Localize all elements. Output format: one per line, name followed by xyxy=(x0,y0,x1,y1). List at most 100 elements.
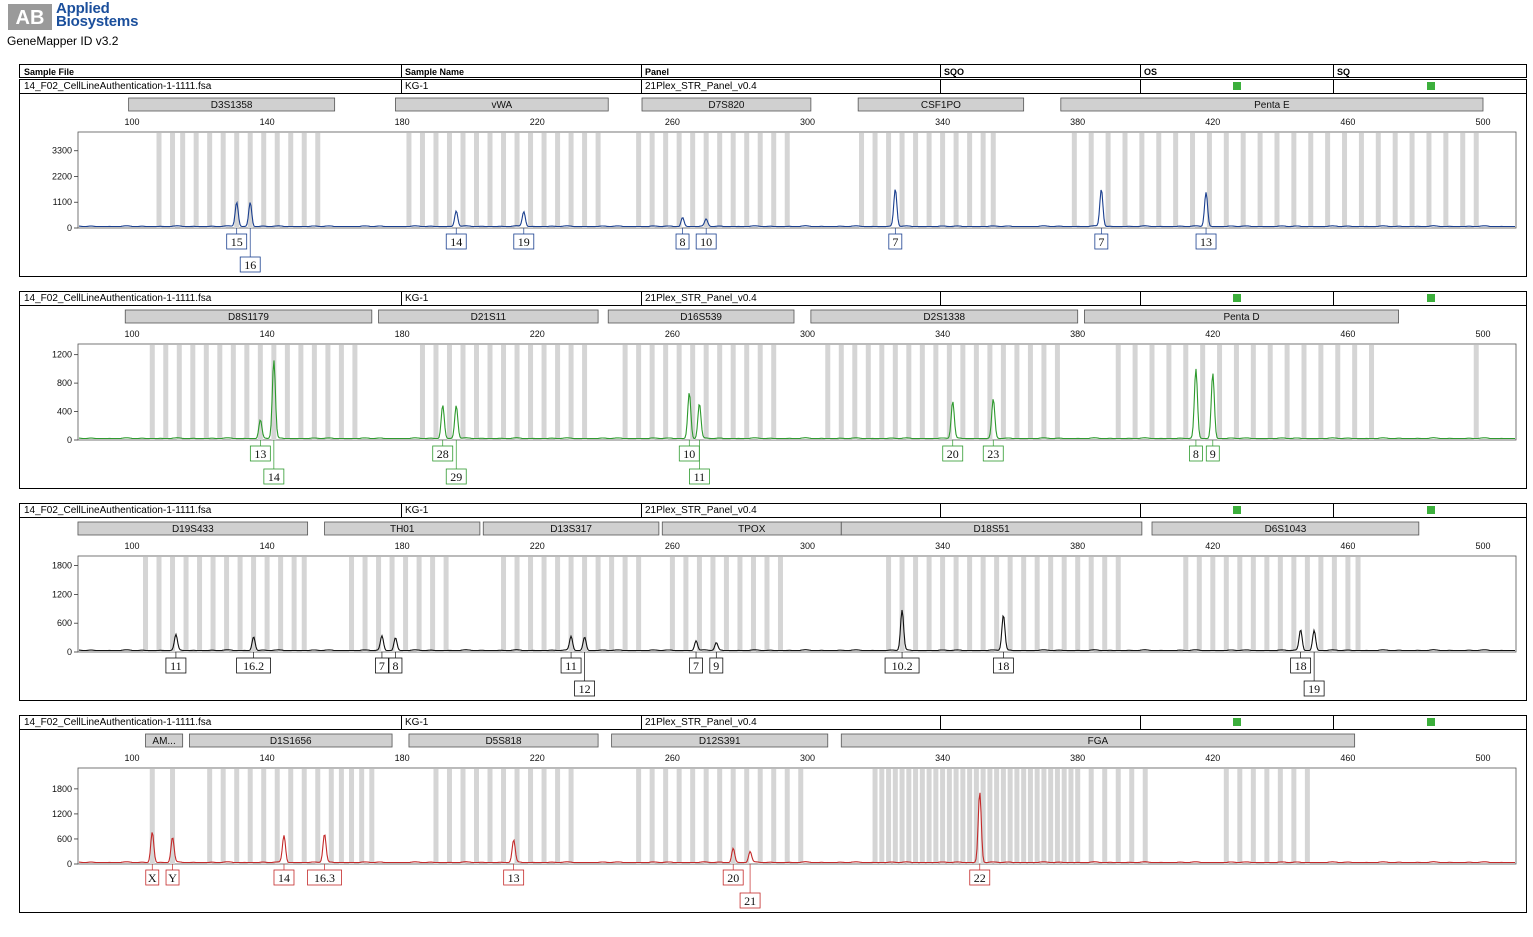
allele-label-text: 13 xyxy=(254,447,266,461)
allele-label[interactable]: Y xyxy=(165,864,180,886)
allele-bin xyxy=(906,769,912,864)
marker-d2s1338[interactable]: D2S1338 xyxy=(810,309,1079,324)
allele-bin xyxy=(649,133,655,228)
allele-label[interactable]: 19 xyxy=(513,228,535,250)
allele-label[interactable]: 20 xyxy=(722,864,744,886)
col-sample-name[interactable]: Sample Name xyxy=(405,67,465,77)
allele-label[interactable]: 11 xyxy=(165,652,187,674)
col-os[interactable]: OS xyxy=(1144,67,1158,77)
allele-bin xyxy=(328,769,334,864)
marker-csf1po[interactable]: CSF1PO xyxy=(857,97,1025,112)
allele-label[interactable]: 18 xyxy=(1290,652,1312,674)
allele-label[interactable]: 21 xyxy=(739,864,761,909)
marker-d19s433[interactable]: D19S433 xyxy=(77,521,309,536)
allele-label-text: 20 xyxy=(947,447,959,461)
allele-label[interactable]: 12 xyxy=(574,652,595,697)
col-panel[interactable]: Panel xyxy=(645,67,670,77)
allele-bin xyxy=(717,769,723,864)
allele-label[interactable]: 13 xyxy=(1195,228,1217,250)
allele-bin xyxy=(203,345,209,440)
marker-pentae[interactable]: Penta E xyxy=(1060,97,1484,112)
allele-label[interactable]: 8 xyxy=(675,228,690,250)
col-sqo[interactable]: SQO xyxy=(944,67,965,77)
allele-label[interactable]: 9 xyxy=(1205,440,1220,462)
allele-bin xyxy=(207,769,213,864)
col-sq[interactable]: SQ xyxy=(1337,67,1351,77)
allele-bin xyxy=(980,133,986,228)
allele-bin xyxy=(636,133,642,228)
allele-label[interactable]: 8 xyxy=(1189,440,1203,462)
marker-fga[interactable]: FGA xyxy=(840,733,1356,748)
allele-label[interactable]: 11 xyxy=(560,652,582,674)
marker-tpox[interactable]: TPOX xyxy=(661,521,842,536)
marker-d5s818[interactable]: D5S818 xyxy=(408,733,599,748)
allele-label[interactable]: 19 xyxy=(1303,652,1325,697)
marker-label: D2S1338 xyxy=(923,312,965,323)
allele-bin xyxy=(291,557,297,652)
allele-label[interactable]: 8 xyxy=(388,652,403,674)
allele-bin xyxy=(744,133,750,228)
allele-label[interactable]: 13 xyxy=(249,440,271,462)
allele-label[interactable]: 10.2 xyxy=(884,652,920,674)
allele-bin xyxy=(180,133,186,228)
allele-label[interactable]: 29 xyxy=(445,440,467,485)
y-tick-label: 1200 xyxy=(52,350,72,360)
allele-label[interactable]: 20 xyxy=(942,440,964,462)
marker-am[interactable]: AM... xyxy=(145,733,184,748)
allele-label[interactable]: 9 xyxy=(709,652,724,674)
marker-d3s1358[interactable]: D3S1358 xyxy=(128,97,336,112)
allele-label[interactable]: 28 xyxy=(432,440,454,462)
allele-bin xyxy=(271,345,277,440)
x-tick-label: 420 xyxy=(1205,541,1220,551)
allele-label[interactable]: X xyxy=(145,864,160,886)
allele-label[interactable]: 23 xyxy=(982,440,1004,462)
allele-label[interactable]: 11 xyxy=(689,440,710,485)
brand-line2: Biosystems xyxy=(56,13,139,30)
allele-bin xyxy=(717,345,723,440)
marker-th01[interactable]: TH01 xyxy=(324,521,481,536)
marker-d12s391[interactable]: D12S391 xyxy=(611,733,829,748)
allele-bin xyxy=(1291,557,1297,652)
marker-pentad[interactable]: Penta D xyxy=(1084,309,1399,324)
allele-label[interactable]: 10 xyxy=(678,440,700,462)
allele-bin xyxy=(913,557,919,652)
allele-label[interactable]: 13 xyxy=(503,864,525,886)
allele-label[interactable]: 15 xyxy=(226,228,248,250)
allele-label[interactable]: 16 xyxy=(239,228,261,273)
sample-file-value: 14_F02_CellLineAuthentication-1-1111.fsa xyxy=(24,81,212,92)
marker-d7s820[interactable]: D7S820 xyxy=(641,97,812,112)
marker-d21s11[interactable]: D21S11 xyxy=(378,309,599,324)
allele-label[interactable]: 14 xyxy=(445,228,467,250)
allele-label[interactable]: 14 xyxy=(263,440,285,485)
marker-d1s1656[interactable]: D1S1656 xyxy=(189,733,393,748)
allele-label[interactable]: 10 xyxy=(695,228,717,250)
allele-label[interactable]: 16.3 xyxy=(307,864,342,886)
allele-bin xyxy=(582,133,588,228)
marker-d16s539[interactable]: D16S539 xyxy=(607,309,795,324)
allele-label[interactable]: 7 xyxy=(888,228,903,250)
allele-bin xyxy=(1007,769,1013,864)
allele-label-text: 22 xyxy=(974,871,986,885)
allele-label[interactable]: 7 xyxy=(1094,228,1109,250)
marker-d8s1179[interactable]: D8S1179 xyxy=(124,309,373,324)
allele-label[interactable]: 22 xyxy=(969,864,991,886)
allele-label[interactable]: 7 xyxy=(689,652,703,674)
allele-label[interactable]: 7 xyxy=(375,652,389,674)
allele-bin xyxy=(301,133,307,228)
marker-d13s317[interactable]: D13S317 xyxy=(482,521,660,536)
allele-bin xyxy=(433,133,439,228)
allele-bin xyxy=(717,133,723,228)
col-sample-file[interactable]: Sample File xyxy=(24,67,75,77)
allele-bin xyxy=(176,345,182,440)
sq-flag xyxy=(1427,718,1435,726)
trace-line xyxy=(78,189,1515,228)
allele-label[interactable]: 14 xyxy=(273,864,295,886)
allele-bin xyxy=(919,345,925,440)
marker-d6s1043[interactable]: D6S1043 xyxy=(1151,521,1420,536)
allele-label-text: 28 xyxy=(437,447,449,461)
marker-vwa[interactable]: vWA xyxy=(395,97,609,112)
allele-label[interactable]: 16.2 xyxy=(236,652,271,674)
allele-label[interactable]: 18 xyxy=(992,652,1014,674)
marker-d18s51[interactable]: D18S51 xyxy=(840,521,1143,536)
